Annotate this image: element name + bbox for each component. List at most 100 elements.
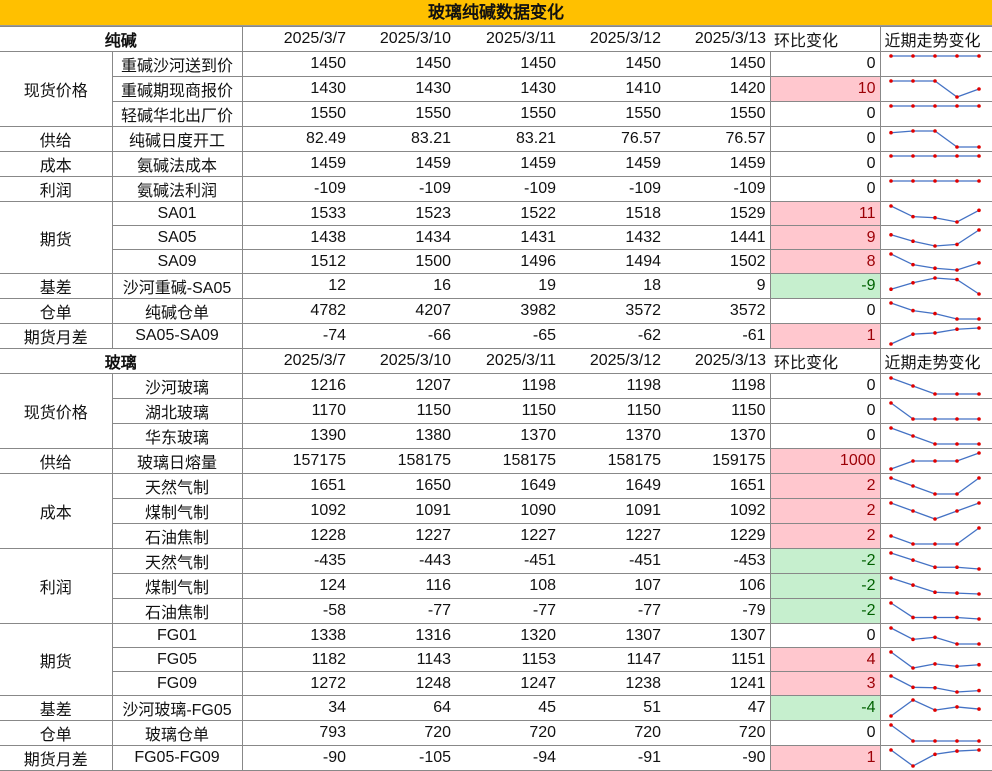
sparkline-marker [954, 417, 959, 421]
sparkline-marker [954, 509, 959, 513]
change-cell: -2 [770, 548, 881, 574]
sparkline-marker [954, 615, 959, 620]
sparkline-marker [976, 207, 981, 212]
sparkline [888, 251, 981, 272]
category-cell: 供给 [0, 126, 113, 152]
sparkline-marker [932, 79, 937, 83]
trend-sparkline-cell [880, 373, 992, 399]
sparkline-marker [910, 542, 915, 546]
value-cell: -90 [665, 745, 771, 771]
sparkline-marker [910, 281, 915, 285]
item-name: 玻璃仓单 [112, 720, 243, 746]
sparkline [888, 79, 981, 99]
item-name: 玻璃日熔量 [112, 448, 243, 474]
trend-sparkline-cell [880, 473, 992, 499]
value-cell: 1307 [560, 623, 666, 648]
value-cell: 1450 [560, 51, 666, 77]
sparkline-marker [888, 251, 893, 256]
sparkline-line [890, 327, 979, 345]
sparkline-marker [976, 617, 981, 621]
sparkline-line [890, 502, 979, 520]
item-name: SA09 [112, 249, 243, 274]
sparkline [888, 601, 981, 621]
trend-sparkline-cell [880, 51, 992, 77]
sparkline-marker [888, 401, 893, 405]
sparkline-marker [910, 384, 915, 388]
value-cell: 1420 [665, 76, 771, 102]
item-name: FG09 [112, 671, 243, 696]
sparkline-marker [910, 684, 915, 689]
change-cell: 1000 [770, 448, 881, 474]
sparkline-marker [976, 748, 981, 752]
value-cell: 64 [350, 695, 456, 721]
sparkline-marker [932, 129, 937, 133]
value-cell: 1649 [560, 473, 666, 499]
sparkline-marker [888, 426, 893, 430]
category-cell: 基差 [0, 695, 113, 721]
sparkline [888, 326, 981, 346]
item-name: SA05-SA09 [112, 323, 243, 349]
sparkline [888, 576, 981, 596]
sparkline-marker [976, 476, 981, 480]
value-cell: 158175 [455, 448, 561, 474]
sparkline-marker [954, 277, 959, 282]
sparkline-marker [888, 723, 893, 727]
sparkline-marker [888, 287, 893, 291]
item-name: 轻碱华北出厂价 [112, 101, 243, 127]
date-header: 2025/3/10 [350, 348, 456, 374]
value-cell: 1216 [242, 373, 351, 399]
item-name: 石油焦制 [112, 598, 243, 624]
sparkline [888, 376, 981, 396]
sparkline-marker [976, 317, 981, 321]
value-cell: 1370 [455, 423, 561, 449]
value-cell: 1459 [242, 151, 351, 177]
value-cell: 107 [560, 573, 666, 599]
sparkline-marker [932, 565, 937, 570]
value-cell: 158175 [560, 448, 666, 474]
trend-sparkline-cell [880, 498, 992, 524]
value-cell: 1198 [665, 373, 771, 399]
sparkline-marker [954, 442, 959, 446]
table-row: 华东玻璃 1390 1380 1370 1370 1370 0 [0, 423, 992, 449]
sparkline-marker [910, 637, 915, 641]
sparkline-line [890, 80, 979, 98]
sparkline-line [890, 402, 979, 420]
value-cell: 1496 [455, 249, 561, 274]
sparkline-marker [888, 467, 893, 471]
value-cell: -109 [665, 176, 771, 202]
value-cell: 1459 [350, 151, 456, 177]
sparkline-marker [932, 661, 937, 666]
item-name: 石油焦制 [112, 523, 243, 549]
value-cell: 1092 [242, 498, 351, 524]
sparkline-marker [976, 417, 981, 421]
category-cell: 成本 [0, 151, 113, 177]
sparkline-marker [888, 534, 893, 538]
item-name: 纯碱日度开工 [112, 126, 243, 152]
item-name: 天然气制 [112, 548, 243, 574]
trend-sparkline-cell [880, 398, 992, 424]
trend-sparkline-cell [880, 423, 992, 449]
value-cell: 16 [350, 273, 456, 299]
sparkline-marker [910, 129, 915, 133]
item-name: 重碱沙河送到价 [112, 51, 243, 77]
item-name: SA05 [112, 225, 243, 250]
value-cell: 1390 [242, 423, 351, 449]
item-name: 沙河玻璃 [112, 373, 243, 399]
value-cell: 720 [665, 720, 771, 746]
value-cell: 158175 [350, 448, 456, 474]
sparkline-marker [910, 214, 915, 218]
change-cell: -2 [770, 573, 881, 599]
value-cell: 47 [665, 695, 771, 721]
change-cell: -2 [770, 598, 881, 624]
value-cell: 793 [242, 720, 351, 746]
sparkline-marker [910, 417, 915, 421]
value-cell: 83.21 [455, 126, 561, 152]
sparkline-marker [954, 459, 959, 463]
sparkline-marker [954, 739, 959, 743]
change-cell: 1 [770, 323, 881, 349]
sparkline [888, 276, 981, 296]
sparkline-line [890, 130, 979, 148]
sparkline-marker [910, 764, 915, 768]
category-cell: 现货价格 [0, 51, 113, 127]
sparkline [888, 551, 981, 571]
